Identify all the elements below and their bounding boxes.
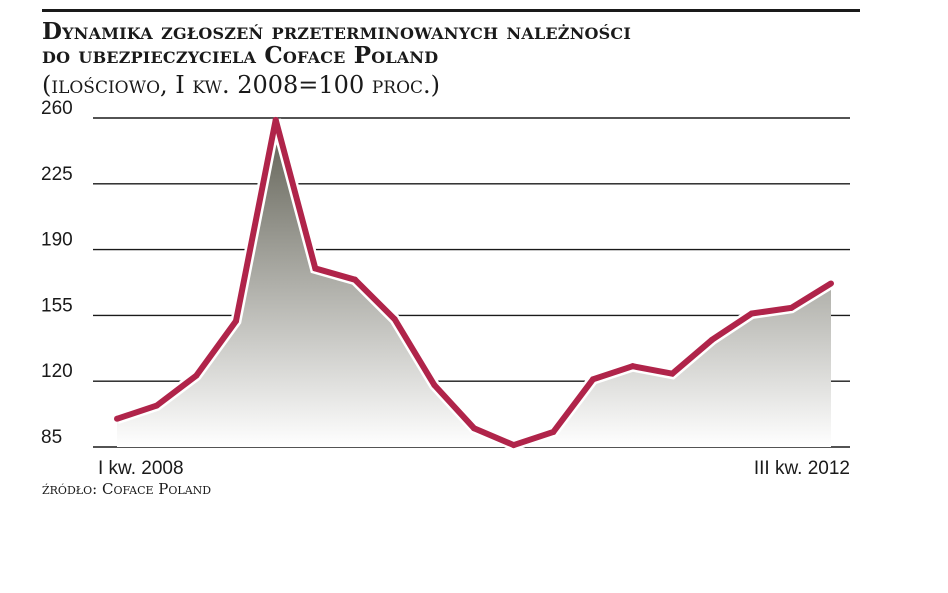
data-point-11 [550,428,557,435]
data-point-3 [233,318,239,325]
y-tick-label-190: 190 [41,230,73,251]
data-point-17 [788,304,795,311]
data-point-8 [431,381,438,388]
chart-title-line-2: do ubezpieczyciela Coface Poland [42,42,439,69]
y-tick-label-260: 260 [41,98,73,119]
data-point-16 [748,310,755,317]
data-point-7 [391,316,398,323]
chart-subtitle: (ilościowo, I kw. 2008=100 proc.) [42,71,441,99]
data-point-18 [828,280,834,287]
top-rule [42,9,860,12]
y-tick-label-155: 155 [41,295,73,316]
data-point-6 [352,276,358,283]
data-point-0 [114,415,120,422]
y-tick-label-120: 120 [41,361,73,382]
data-point-15 [709,336,715,343]
data-point-1 [153,402,160,409]
data-point-10 [510,442,517,449]
data-point-9 [471,425,477,432]
data-point-4 [272,116,279,123]
data-point-12 [590,376,596,383]
chart-title-line-1: Dynamika zgłoszeń przeterminowanych nale… [42,18,632,45]
x-tick-label-start: I kw. 2008 [98,458,184,479]
y-tick-label-85: 85 [41,427,62,448]
data-point-13 [629,363,636,370]
source-note: źródło: Coface Poland [42,480,212,498]
data-point-5 [312,265,319,272]
data-point-14 [669,370,676,377]
y-tick-label-225: 225 [41,164,73,185]
data-point-2 [193,372,200,379]
x-tick-label-end: III kw. 2012 [754,458,850,479]
series-area [117,119,831,448]
chart-title: Dynamika zgłoszeń przeterminowanych nale… [42,20,860,68]
